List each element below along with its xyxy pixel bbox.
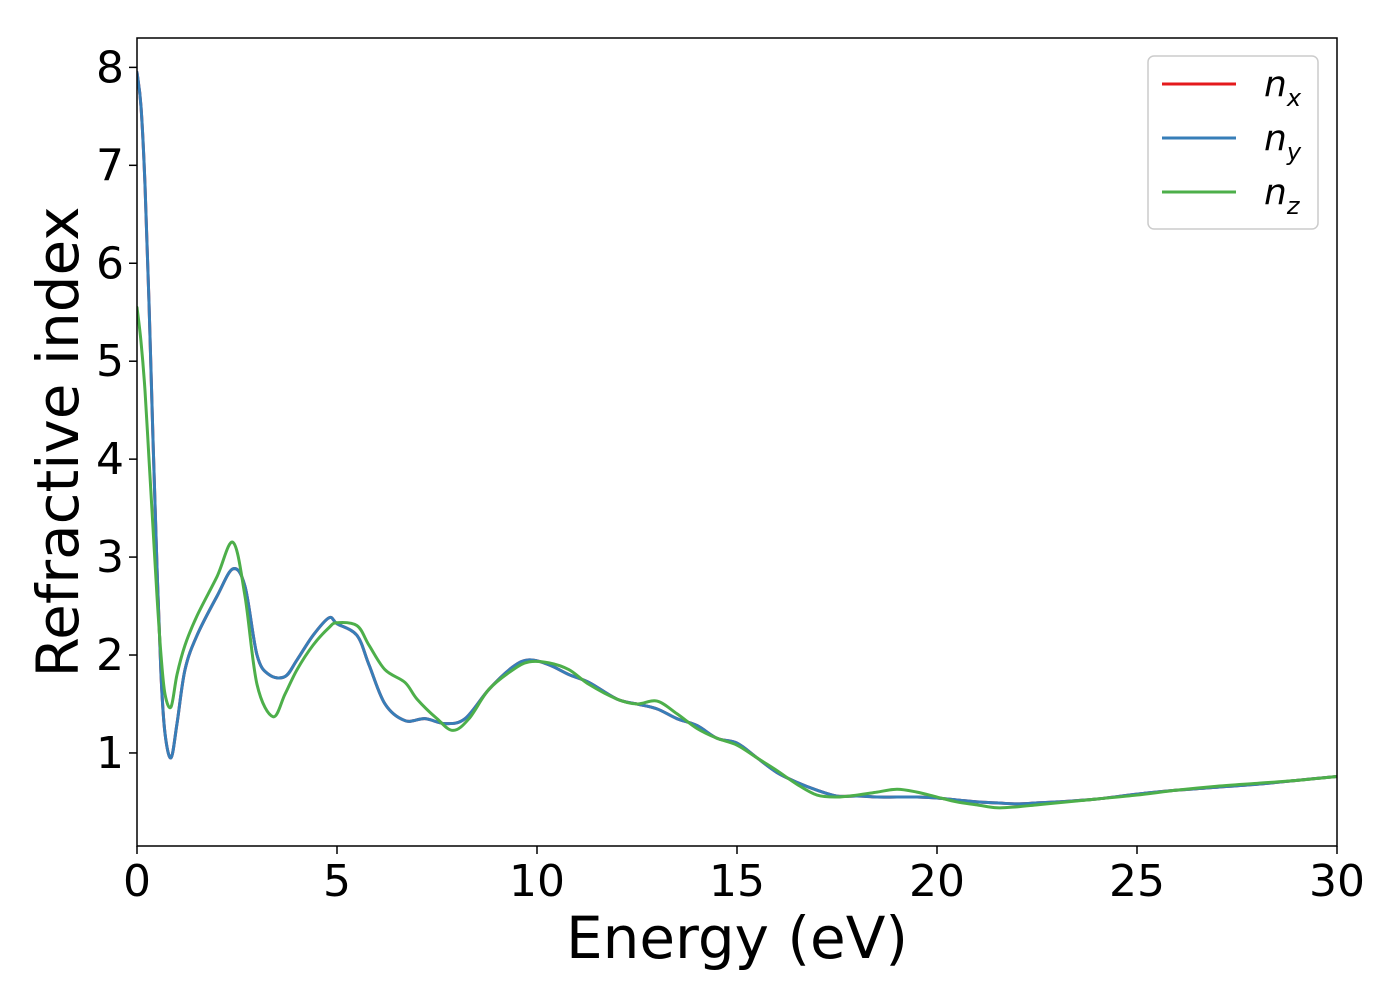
x-tick-label: 10 xyxy=(509,856,565,907)
x-tick-label: 0 xyxy=(123,856,151,907)
y-axis-label: Refractive index xyxy=(24,206,92,677)
y-tick-label: 2 xyxy=(96,630,124,681)
y-tick-label: 5 xyxy=(96,336,124,387)
legend-frame xyxy=(1147,55,1319,230)
y-tick-label: 3 xyxy=(96,532,124,583)
x-tick-label: 5 xyxy=(323,856,351,907)
series-layer xyxy=(137,70,1337,810)
x-tick-label: 20 xyxy=(909,856,965,907)
x-axis-ticks: 0 5 10 15 20 25 30 xyxy=(123,846,1365,907)
x-tick-label: 25 xyxy=(1109,856,1165,907)
series-line-nz xyxy=(137,305,1337,810)
y-tick-label: 1 xyxy=(96,728,124,779)
x-tick-label: 30 xyxy=(1309,856,1365,907)
legend-label-ny: ny xyxy=(1264,118,1302,166)
y-tick-label: 6 xyxy=(96,238,124,289)
x-axis-label: Energy (eV) xyxy=(566,904,908,972)
y-tick-label: 8 xyxy=(96,42,124,93)
series-line-ny xyxy=(137,70,1337,806)
y-tick-label: 4 xyxy=(96,434,124,485)
plot-background xyxy=(137,38,1337,846)
x-tick-label: 15 xyxy=(709,856,765,907)
y-axis-ticks: 1 2 3 4 5 6 7 8 xyxy=(96,42,137,779)
y-tick-label: 7 xyxy=(96,140,124,191)
